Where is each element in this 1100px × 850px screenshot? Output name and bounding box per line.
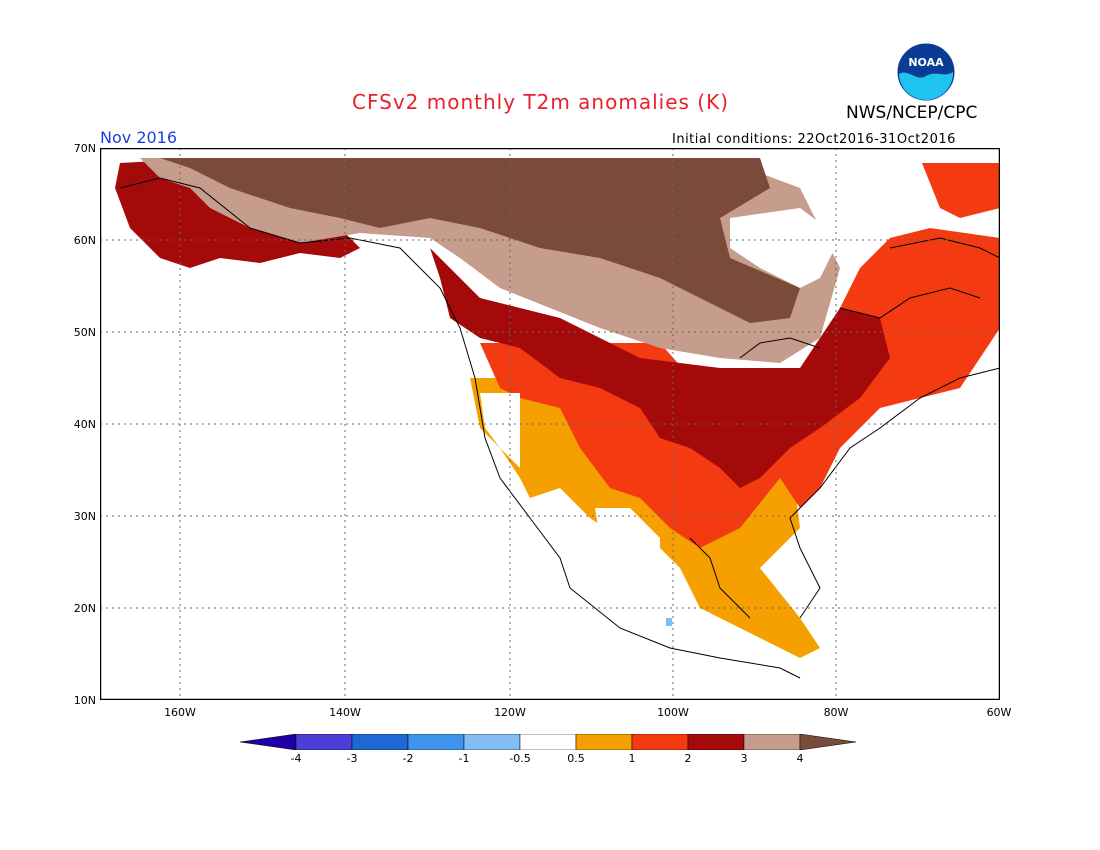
colorbar-arrow-high xyxy=(799,734,857,750)
lon-label: 160W xyxy=(164,706,196,719)
field-near-normal-greenland xyxy=(820,158,940,208)
colorbar-tick-label: 1 xyxy=(628,752,636,765)
field-gt4 xyxy=(160,158,800,323)
anomaly-map xyxy=(100,148,1000,700)
forecast-month: Nov 2016 xyxy=(100,128,178,147)
colorbar xyxy=(240,734,857,750)
lon-label: 60W xyxy=(986,706,1012,719)
field-near-normal-hudson xyxy=(730,208,840,288)
colorbar-tick-label: -3 xyxy=(346,752,358,765)
colorbar-tick-label: -2 xyxy=(402,752,414,765)
colorbar-tick-label: -0.5 xyxy=(509,752,531,765)
colorbar-tick-label: -1 xyxy=(458,752,470,765)
colorbar-segment xyxy=(407,734,465,750)
noaa-logo: NOAA xyxy=(896,42,956,102)
colorbar-tick-label: 4 xyxy=(796,752,804,765)
field-2-3 xyxy=(430,248,890,488)
colorbar-segment xyxy=(519,734,577,750)
colorbar-tick-label: 0.5 xyxy=(567,752,585,765)
lon-label: 140W xyxy=(329,706,361,719)
coastlines xyxy=(119,177,1000,679)
colorbar-segment xyxy=(295,734,353,750)
lat-label: 60N xyxy=(73,234,96,247)
lat-label: 40N xyxy=(73,418,96,431)
colorbar-tick-label: 3 xyxy=(740,752,748,765)
map-frame xyxy=(100,148,1000,700)
map-title: CFSv2 monthly T2m anomalies (K) xyxy=(352,90,729,114)
lon-label: 80W xyxy=(823,706,849,719)
field-neg-spot2 xyxy=(666,618,672,626)
initial-conditions: Initial conditions: 22Oct2016-31Oct2016 xyxy=(672,132,956,147)
colorbar-tick-label: 2 xyxy=(684,752,692,765)
lon-label: 100W xyxy=(657,706,689,719)
lat-label: 10N xyxy=(73,694,96,707)
colorbar-segment xyxy=(631,734,689,750)
agency-label: NWS/NCEP/CPC xyxy=(846,103,978,123)
lat-label: 70N xyxy=(73,142,96,155)
lat-label: 50N xyxy=(73,326,96,339)
colorbar-arrow-low xyxy=(240,734,297,750)
colorbar-segment xyxy=(463,734,521,750)
lat-label: 30N xyxy=(73,510,96,523)
colorbar-segment xyxy=(687,734,745,750)
colorbar-segment xyxy=(351,734,409,750)
lon-label: 120W xyxy=(494,706,526,719)
colorbar-segment xyxy=(743,734,801,750)
noaa-logo-text: NOAA xyxy=(908,56,944,69)
colorbar-tick-label: -4 xyxy=(290,752,302,765)
field-near-normal-mexico xyxy=(595,508,660,628)
grid-lines xyxy=(100,148,1000,700)
lat-label: 20N xyxy=(73,602,96,615)
colorbar-segment xyxy=(575,734,633,750)
anomaly-fields xyxy=(115,158,1000,658)
